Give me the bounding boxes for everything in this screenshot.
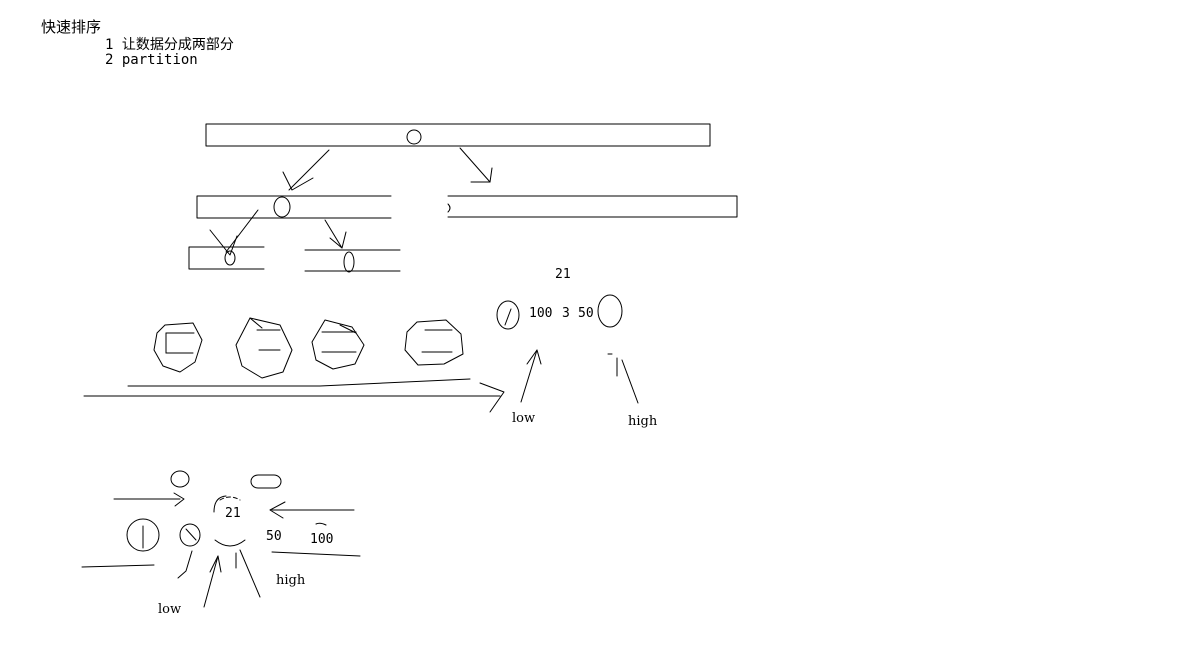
pivot-circle-leaf-left	[224, 250, 236, 266]
step-2: 2 partition	[105, 52, 198, 68]
example2-high-label: high	[276, 573, 306, 588]
example1-value-2: 3	[562, 306, 570, 321]
pivot-circle-left	[273, 196, 291, 218]
example1-value-3: 50	[578, 306, 594, 321]
leaf-array-bar-left	[188, 246, 265, 270]
sorted-blob-2	[235, 317, 293, 379]
example1-left-circle	[496, 300, 520, 330]
split-arrow-left	[282, 149, 330, 191]
long-arrow	[83, 378, 505, 413]
example2-right-value-2: 100	[310, 532, 334, 547]
step-1-number: 1	[105, 37, 114, 53]
high-arrow-1	[607, 353, 639, 404]
example1-top-value: 21	[555, 267, 571, 282]
step-1-text: 让数据分成两部分	[121, 37, 234, 53]
leaf-array-bar-right	[304, 249, 401, 273]
sorted-blob-1	[153, 322, 203, 373]
step-1: 1 让数据分成两部分	[105, 34, 234, 54]
example1-low-label: low	[512, 411, 536, 426]
example1-right-circle	[597, 294, 623, 328]
example2-decor	[81, 470, 361, 579]
top-array-bar	[205, 123, 711, 147]
split-arrow-right	[459, 147, 493, 183]
sorted-blob-4	[404, 319, 464, 366]
example2-right-value-1: 50	[266, 529, 282, 544]
example2-far-left-circle	[126, 518, 160, 552]
example2-low-label: low	[158, 602, 182, 617]
example2-center-value: 21	[225, 506, 241, 521]
pivot-circle-leaf-right	[343, 251, 355, 273]
step-2-number: 2	[105, 52, 114, 68]
low-arrow-2	[203, 555, 222, 608]
split-arrow-lower-left	[209, 209, 259, 256]
step-2-text: partition	[121, 52, 198, 68]
example1-high-label: high	[628, 414, 658, 429]
left-sub-array-bar	[196, 195, 392, 219]
pivot-circle-top	[406, 129, 422, 145]
low-arrow-1	[520, 349, 542, 403]
page-title: 快速排序	[41, 18, 102, 36]
split-arrow-lower-right	[324, 219, 347, 249]
high-arrow-2	[235, 549, 261, 598]
right-sub-array-bar	[447, 195, 738, 218]
example1-value-1: 100	[529, 306, 553, 321]
sorted-blob-3	[311, 319, 365, 370]
